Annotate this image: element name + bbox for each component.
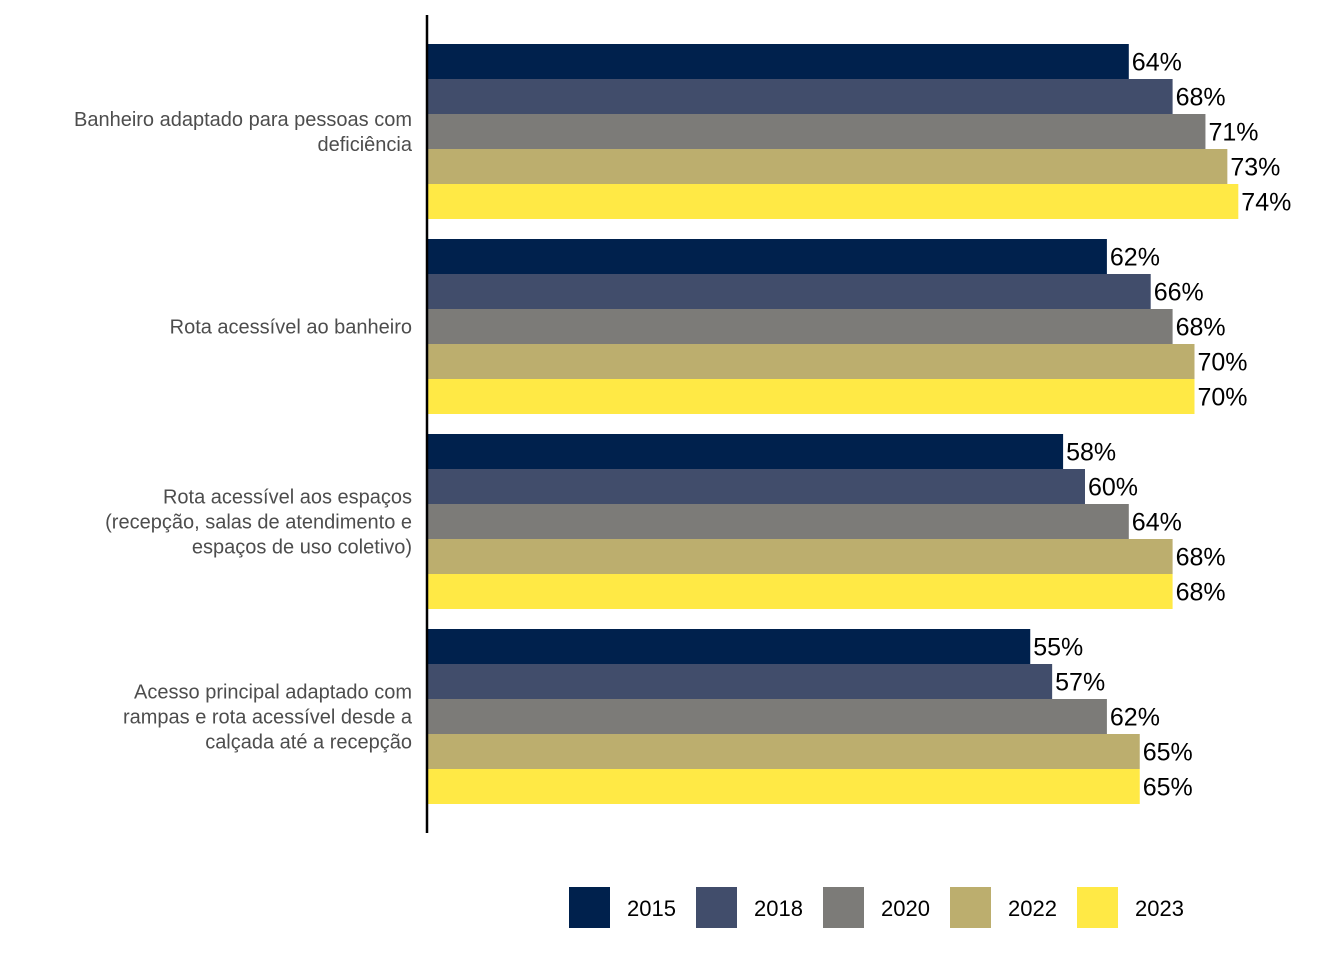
value-label: 74%: [1241, 189, 1291, 217]
value-label: 73%: [1230, 154, 1280, 182]
bar-2018: [428, 469, 1085, 504]
value-label: 68%: [1176, 84, 1226, 112]
category-label: Banheiro adaptado para pessoas com: [74, 109, 412, 131]
value-label: 64%: [1132, 49, 1182, 77]
legend-swatch-2015: [569, 887, 610, 928]
category-label: deficiência: [317, 134, 412, 156]
value-labels-layer: 64% 68% 71% 73% 74% 62% 66% 68% 70% 70% 58% 60% 64% 6…: [1033, 49, 1291, 802]
value-label: 55%: [1033, 634, 1083, 662]
value-label: 65%: [1143, 774, 1193, 802]
bar-2018: [428, 664, 1053, 699]
legend-label-2018: 2018: [754, 896, 803, 921]
value-label: 58%: [1066, 439, 1116, 467]
bars-layer: [428, 44, 1239, 804]
value-label: 68%: [1176, 314, 1226, 342]
bar-2022: [428, 344, 1195, 379]
bar-2023: [428, 574, 1173, 609]
bar-2023: [428, 769, 1140, 804]
value-label: 57%: [1055, 669, 1105, 697]
legend-swatch-2023: [1077, 887, 1118, 928]
bar-2020: [428, 114, 1206, 149]
category-label: Rota acessível aos espaços: [163, 487, 412, 509]
category-label: (recepção, salas de atendimento e: [105, 512, 412, 534]
bar-2023: [428, 184, 1239, 219]
bar-2023: [428, 379, 1195, 414]
bar-2018: [428, 274, 1151, 309]
bar-2022: [428, 734, 1140, 769]
legend-label-2015: 2015: [627, 896, 676, 921]
legend-swatch-2022: [950, 887, 991, 928]
bar-2015: [428, 44, 1129, 79]
bar-2022: [428, 539, 1173, 574]
bar-2020: [428, 309, 1173, 344]
value-label: 70%: [1198, 349, 1248, 377]
category-label: Acesso principal adaptado com: [134, 682, 412, 704]
category-label: Rota acessível ao banheiro: [170, 317, 412, 339]
value-label: 62%: [1110, 244, 1160, 272]
bar-2020: [428, 504, 1129, 539]
category-labels-layer: Banheiro adaptado para pessoas com defici…: [74, 109, 413, 754]
value-label: 64%: [1132, 509, 1182, 537]
legend-swatch-2020: [823, 887, 864, 928]
legend-swatch-2018: [696, 887, 737, 928]
bar-2015: [428, 629, 1031, 664]
value-label: 68%: [1176, 579, 1226, 607]
value-label: 68%: [1176, 544, 1226, 572]
category-label: rampas e rota acessível desde a: [123, 707, 413, 729]
category-label: espaços de uso coletivo): [192, 537, 412, 559]
bar-2022: [428, 149, 1228, 184]
bar-2015: [428, 239, 1107, 274]
value-label: 60%: [1088, 474, 1138, 502]
legend-label-2022: 2022: [1008, 896, 1057, 921]
value-label: 65%: [1143, 739, 1193, 767]
value-label: 70%: [1198, 384, 1248, 412]
legend-label-2023: 2023: [1135, 896, 1184, 921]
bar-2015: [428, 434, 1064, 469]
value-label: 66%: [1154, 279, 1204, 307]
value-label: 71%: [1208, 119, 1258, 147]
bar-2018: [428, 79, 1173, 114]
value-label: 62%: [1110, 704, 1160, 732]
legend: 2015 2018 2020 2022 2023: [569, 887, 1184, 928]
bar-2020: [428, 699, 1107, 734]
legend-label-2020: 2020: [881, 896, 930, 921]
category-label: calçada até a recepção: [205, 732, 412, 754]
